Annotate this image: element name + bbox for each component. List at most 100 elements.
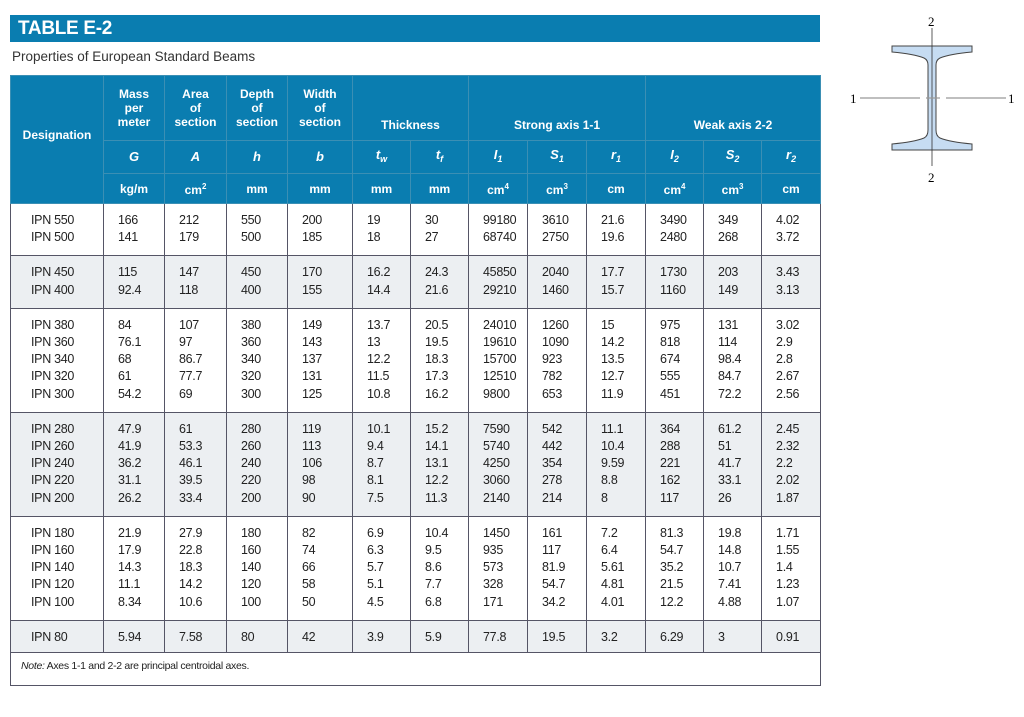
beam-value: 17.7 [601,265,625,280]
unit-depth: mm [226,173,288,204]
beam-designation: IPN 400 [31,282,75,297]
value-cell-depth: 450 400 [226,255,288,309]
beam-value: 15.7 [601,282,625,297]
beam-value: 81.3 [660,525,684,540]
beam-value: 212 [179,213,199,227]
beam-value: 185 [302,230,322,245]
beam-value: 1450 [483,525,510,540]
beam-value: 200 [302,213,322,227]
beam-value: 11.9 [601,386,624,401]
beam-value: 3610 [542,213,569,227]
unit-r2: cm [761,173,822,204]
value-cell-i2: 6.29 [645,620,705,653]
beam-value: 137 [302,352,322,367]
value-cell-width: 42 [287,620,353,653]
beam-value: 19.8 [718,525,742,540]
value-cell-s2: 349 268 [703,203,763,257]
beam-value: 16.2 [425,386,449,401]
beam-value: 6.3 [367,542,384,557]
beam-value: 5.1 [367,577,384,592]
beam-value: 170 [302,265,322,280]
beam-designation: IPN 180 [31,525,75,540]
value-cell-depth: 550 500 [226,203,288,257]
beam-value: 140 [241,560,261,575]
value-cell-r1: 7.2 6.4 5.61 4.81 4.01 [586,516,647,621]
beam-value: 26 [718,490,732,505]
value-cell-r2: 0.91 [761,620,822,653]
header-width: Width of section [287,75,353,141]
beam-value: 6.29 [660,629,684,644]
table-note: Note: Axes 1-1 and 2-2 are principal cen… [9,652,822,686]
beam-value: 12.2 [367,352,391,367]
symbol-i1: I1 [468,140,529,174]
beam-value: 97 [179,334,193,349]
beam-value: 141 [118,230,138,245]
beam-value: 149 [302,317,322,332]
header-thickness: Thickness [351,75,470,141]
beam-designation: IPN 120 [31,577,75,592]
value-cell-r1: 11.1 10.4 9.59 8.8 8 [586,412,647,517]
beam-value: 119 [302,421,322,436]
value-cell-mass: 84 76.1 68 61 54.2 [103,308,165,413]
value-cell-tf: 5.9 [409,620,470,653]
beam-value: 131 [302,369,322,384]
value-cell-tf: 15.2 14.1 13.1 12.2 11.3 [409,412,470,517]
beam-value: 349 [718,213,739,227]
beam-value: 442 [542,438,562,453]
value-cell-i1: 99180 68740 [468,203,529,257]
header-designation: Designation [10,75,104,174]
beam-value: 19610 [483,334,517,349]
beam-value: 61 [179,421,193,436]
beam-value: 81.9 [542,560,566,575]
beam-value: 171 [483,594,503,609]
beam-value: 782 [542,369,562,384]
beam-value: 53.3 [179,438,203,453]
symbol-tf: tf [409,140,470,174]
beam-value: 7.58 [179,629,203,644]
beam-value: 1260 [542,317,569,332]
symbol-i2: I2 [645,140,705,174]
designation-cell: IPN 450 IPN 400 [10,255,104,309]
beam-value: 35.2 [660,560,684,575]
beam-value: 14.8 [718,542,742,557]
designation-cell: IPN 280 IPN 260 IPN 240 IPN 220 IPN 200 [10,412,104,517]
header-weak-axis: Weak axis 2-2 [645,75,822,141]
beam-value: 1.87 [776,490,800,505]
value-cell-depth: 80 [226,620,288,653]
beam-designation: IPN 500 [31,230,75,245]
beam-value: 166 [118,213,138,227]
beam-value: 2.56 [776,386,800,401]
beam-value: 5.7 [367,560,384,575]
beam-value: 11.1 [118,577,141,592]
value-cell-r2: 2.45 2.32 2.2 2.02 1.87 [761,412,822,517]
beam-value: 451 [660,386,681,401]
beam-value: 7590 [483,421,510,436]
value-cell-tw: 3.9 [352,620,411,653]
value-cell-mass: 47.9 41.9 36.2 31.1 26.2 [103,412,165,517]
beam-value: 29210 [483,282,517,297]
beam-value: 117 [660,490,680,505]
beam-value: 2750 [542,230,569,245]
value-cell-area: 27.9 22.8 18.3 14.2 10.6 [164,516,227,621]
value-cell-s1: 542 442 354 278 214 [527,412,588,517]
beam-value: 161 [542,525,562,540]
axis-label-2-top: 2 [928,14,935,29]
value-cell-depth: 380 360 340 320 300 [226,308,288,413]
unit-tf: mm [409,173,470,204]
symbol-s1: S1 [527,140,588,174]
beam-value: 11.1 [601,421,624,436]
designation-cell: IPN 80 [10,620,104,653]
axis-label-1-left: 1 [850,91,857,106]
beam-value: 69 [179,386,193,401]
symbol-s2: S2 [703,140,763,174]
beam-value: 58 [302,577,316,592]
beam-value: 1160 [660,282,686,297]
beam-value: 21.9 [118,525,142,540]
designation-cell: IPN 380 IPN 360 IPN 340 IPN 320 IPN 300 [10,308,104,413]
beam-value: 5740 [483,438,510,453]
beam-value: 203 [718,265,739,280]
beam-value: 41.9 [118,438,142,453]
beam-properties-table: Designation Mass per meter Area of section D… [9,75,822,686]
value-cell-width: 200 185 [287,203,353,257]
value-cell-area: 107 97 86.7 77.7 69 [164,308,227,413]
